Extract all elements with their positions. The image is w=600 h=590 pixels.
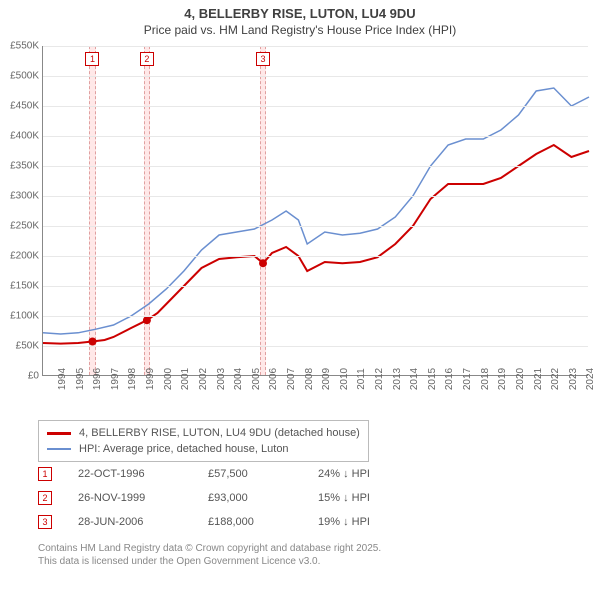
y-axis-label: £0 — [28, 371, 39, 382]
y-axis-label: £250K — [10, 221, 39, 232]
sale-date: 26-NOV-1999 — [78, 492, 208, 504]
sale-marker-num: 1 — [38, 467, 52, 481]
y-axis-label: £350K — [10, 161, 39, 172]
gridline — [43, 136, 588, 137]
sale-delta: 19% ↓ HPI — [318, 516, 438, 528]
sale-date: 28-JUN-2006 — [78, 516, 208, 528]
gridline — [43, 106, 588, 107]
sale-marker-num: 3 — [38, 515, 52, 529]
y-axis-label: £450K — [10, 101, 39, 112]
chart-container: 4, BELLERBY RISE, LUTON, LU4 9DU Price p… — [0, 0, 600, 590]
y-axis-label: £150K — [10, 281, 39, 292]
sales-table: 1 22-OCT-1996 £57,500 24% ↓ HPI 2 26-NOV… — [38, 462, 438, 534]
legend-item: HPI: Average price, detached house, Luto… — [47, 441, 360, 457]
gridline — [43, 166, 588, 167]
legend-label: HPI: Average price, detached house, Luto… — [79, 443, 289, 455]
chart-plot-area: 321 £0£50K£100K£150K£200K£250K£300K£350K… — [42, 46, 588, 376]
table-row: 3 28-JUN-2006 £188,000 19% ↓ HPI — [38, 510, 438, 534]
gridline — [43, 256, 588, 257]
y-axis-label: £300K — [10, 191, 39, 202]
legend-item: 4, BELLERBY RISE, LUTON, LU4 9DU (detach… — [47, 425, 360, 441]
x-axis-label: 2025 — [589, 368, 600, 390]
y-axis-label: £100K — [10, 311, 39, 322]
sale-point-marker — [143, 316, 151, 324]
legend-label: 4, BELLERBY RISE, LUTON, LU4 9DU (detach… — [79, 427, 360, 439]
sale-price: £188,000 — [208, 516, 318, 528]
footer-line-1: Contains HM Land Registry data © Crown c… — [38, 542, 381, 555]
y-axis-label: £200K — [10, 251, 39, 262]
sale-price: £57,500 — [208, 468, 318, 480]
sale-delta: 15% ↓ HPI — [318, 492, 438, 504]
y-axis-label: £550K — [10, 41, 39, 52]
footer-line-2: This data is licensed under the Open Gov… — [38, 555, 381, 568]
gridline — [43, 76, 588, 77]
table-row: 2 26-NOV-1999 £93,000 15% ↓ HPI — [38, 486, 438, 510]
series-line-hpi — [43, 88, 589, 334]
gridline — [43, 346, 588, 347]
y-axis-label: £400K — [10, 131, 39, 142]
table-row: 1 22-OCT-1996 £57,500 24% ↓ HPI — [38, 462, 438, 486]
sale-delta: 24% ↓ HPI — [318, 468, 438, 480]
gridline — [43, 46, 588, 47]
footer-attribution: Contains HM Land Registry data © Crown c… — [38, 542, 381, 568]
sale-point-marker — [89, 338, 97, 346]
gridline — [43, 196, 588, 197]
series-line-price_paid — [43, 145, 589, 344]
gridline — [43, 226, 588, 227]
title-line-1: 4, BELLERBY RISE, LUTON, LU4 9DU — [0, 6, 600, 21]
legend-swatch — [47, 448, 71, 450]
gridline — [43, 316, 588, 317]
y-axis-label: £50K — [16, 341, 39, 352]
sale-price: £93,000 — [208, 492, 318, 504]
gridline — [43, 286, 588, 287]
legend-swatch — [47, 432, 71, 435]
sale-marker-num: 2 — [38, 491, 52, 505]
sale-date: 22-OCT-1996 — [78, 468, 208, 480]
legend: 4, BELLERBY RISE, LUTON, LU4 9DU (detach… — [38, 420, 369, 462]
title-line-2: Price paid vs. HM Land Registry's House … — [0, 23, 600, 37]
title-block: 4, BELLERBY RISE, LUTON, LU4 9DU Price p… — [0, 0, 600, 39]
chart-svg — [43, 46, 588, 375]
sale-point-marker — [259, 259, 267, 267]
y-axis-label: £500K — [10, 71, 39, 82]
